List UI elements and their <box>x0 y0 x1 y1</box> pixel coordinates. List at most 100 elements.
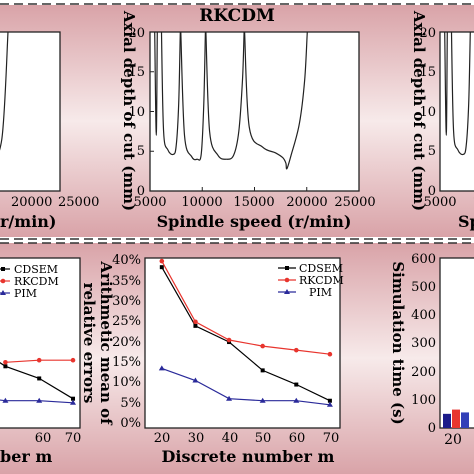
legend-marker-pim <box>284 289 290 294</box>
y-tick-label: 100 <box>411 393 436 408</box>
x-tick-label: 70 <box>323 431 340 446</box>
y-tick-label: 35% <box>112 274 141 289</box>
data-point-rkcdm <box>293 347 299 353</box>
y-tick-label: 200 <box>411 365 436 380</box>
series-line-cdsem <box>161 266 331 402</box>
data-point-cdsem <box>159 265 164 270</box>
y-tick-label: 5% <box>120 396 141 411</box>
stability-lobe-3 <box>205 32 245 160</box>
chart-top-left: 20000 25000 r/min) <box>0 31 99 231</box>
y-tick-label: 0 <box>428 184 436 199</box>
y-tick-label: 10 <box>419 105 436 120</box>
y-tick-label: 20% <box>112 335 141 350</box>
data-point-pim <box>70 399 76 405</box>
legend: CDSEM RKCDM PIM <box>0 263 59 300</box>
data-point-pim <box>226 395 233 401</box>
y-tick-label: 20 <box>419 26 436 41</box>
data-point-rkcdm <box>226 337 232 343</box>
data-point-cdsem <box>327 398 332 403</box>
x-tick-label: 20 <box>154 431 171 446</box>
legend-marker-cdsem <box>1 267 5 271</box>
y-tick-label: 0 <box>428 421 436 436</box>
legend-marker-rkcdm <box>284 277 290 283</box>
data-point-pim <box>293 397 300 403</box>
chart-bottom-left: CDSEM RKCDM PIM 60 70 ber m <box>0 257 81 466</box>
y-tick-label: 5 <box>137 144 145 159</box>
x-axis-label: Discrete number m <box>162 447 335 466</box>
x-tick-label: 25000 <box>58 195 99 210</box>
y-axis-label: Axial depth of cut (mm) <box>120 10 138 211</box>
y-tick-label: 15 <box>128 65 145 80</box>
data-point-pim <box>326 401 333 407</box>
x-tick-label: 15000 <box>233 195 274 210</box>
data-point-pim <box>2 397 9 403</box>
data-point-rkcdm <box>193 319 198 325</box>
x-tick-label: 20000 <box>11 195 52 210</box>
data-point-pim <box>192 377 199 383</box>
y-axis-label: Simulation time (s) <box>389 261 407 424</box>
legend-label-rkcdm: RKCDM <box>14 275 59 288</box>
legend-marker-rkcdm <box>0 278 6 284</box>
bar-pim <box>461 412 469 428</box>
legend-marker-cdsem <box>285 266 289 270</box>
y-tick-label: 15 <box>419 65 436 80</box>
y-axis-label-line-2: relative errors <box>80 283 98 404</box>
bar-cdsem <box>443 413 451 428</box>
legend-marker-pim <box>0 290 6 295</box>
data-point-rkcdm <box>327 351 333 357</box>
chart-title: RKCDM <box>199 6 275 26</box>
legend-label-pim: PIM <box>14 287 37 300</box>
stability-lobe-0 <box>444 32 448 136</box>
y-tick-label: 5 <box>428 144 436 159</box>
series-line-rkcdm <box>161 260 330 355</box>
chart-top-right: 0 5 10 15 20 5000 10000 Sp Axial depth o… <box>410 10 474 231</box>
stability-lobe-0 <box>154 32 158 136</box>
stability-lobe-2 <box>180 32 206 161</box>
y-tick-label: 10% <box>112 375 141 390</box>
x-tick-label: 40 <box>222 431 239 446</box>
plot-frame <box>0 31 61 192</box>
x-tick-label: 60 <box>35 431 52 446</box>
plot-frame <box>149 31 360 192</box>
stability-lobe-1 <box>450 32 471 156</box>
plot-frame <box>439 257 474 429</box>
data-point-rkcdm <box>260 343 265 349</box>
legend-label-cdsem: CDSEM <box>299 262 343 275</box>
data-point-rkcdm <box>36 357 42 363</box>
y-tick-label: 20 <box>128 26 145 41</box>
data-point-cdsem <box>294 382 299 387</box>
series-line-cdsem <box>0 362 74 400</box>
chart-top-center: RKCDM 0 5 10 15 20 5000 10000 15000 2000… <box>120 6 376 231</box>
data-point-rkcdm <box>159 258 165 264</box>
stability-lobe-4 <box>244 32 308 170</box>
x-tick-label: 5000 <box>423 195 456 210</box>
y-axis-label-line-1: Arithmetic mean of <box>97 260 115 426</box>
y-axis-label: Axial depth of cut (mm) <box>410 10 428 211</box>
y-tick-label: 15% <box>112 355 141 370</box>
data-point-pim <box>36 397 43 403</box>
series-line-pim <box>0 399 74 404</box>
data-point-cdsem <box>3 364 8 369</box>
y-tick-label: 25% <box>112 314 141 329</box>
x-tick-label: 10000 <box>472 195 474 210</box>
legend-label-cdsem: CDSEM <box>14 263 58 276</box>
x-axis-label: Spindle speed (r/min) <box>157 212 352 231</box>
y-tick-label: 500 <box>411 280 436 295</box>
data-point-rkcdm <box>70 357 76 363</box>
data-point-cdsem <box>71 396 75 401</box>
x-axis-label: Sp <box>458 212 474 231</box>
y-tick-label: 600 <box>411 252 436 267</box>
x-axis-label: ber m <box>0 447 52 466</box>
data-point-cdsem <box>193 323 198 328</box>
legend: CDSEM RKCDM PIM <box>278 262 344 299</box>
chart-bottom-right: 0 100 200 300 400 500 600 20 Simulation … <box>389 252 474 448</box>
x-tick-label: 60 <box>289 431 306 446</box>
x-tick-label: 10000 <box>181 195 222 210</box>
x-axis-label: r/min) <box>0 212 56 231</box>
legend-label-rkcdm: RKCDM <box>299 274 344 287</box>
x-tick-label: 30 <box>188 431 205 446</box>
x-tick-label: 25000 <box>334 195 375 210</box>
y-tick-label: 40% <box>112 253 141 268</box>
bar-rkcdm <box>452 409 460 428</box>
